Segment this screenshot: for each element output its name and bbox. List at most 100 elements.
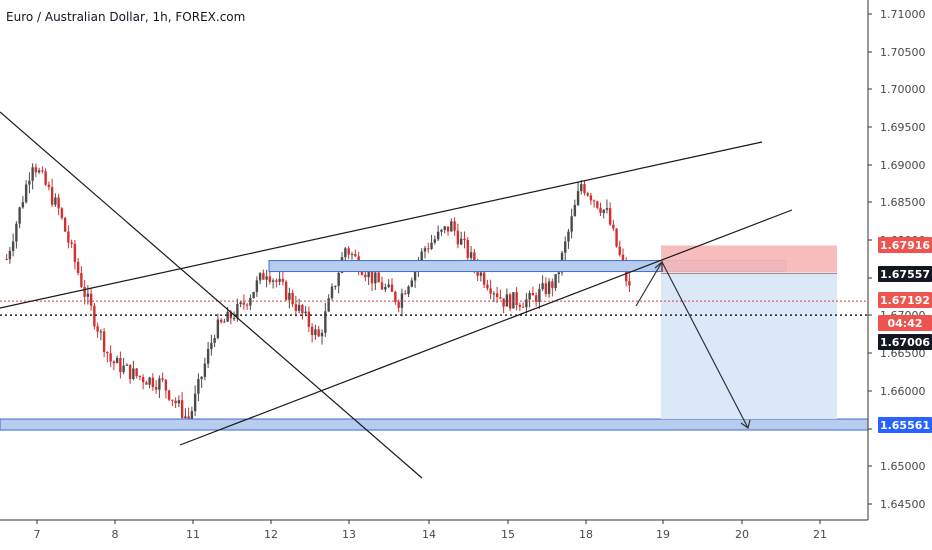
candle-body — [67, 231, 70, 243]
candle-body — [564, 241, 567, 253]
candle-body — [528, 293, 531, 300]
price-badge: 04:42 — [878, 315, 932, 331]
candle-body — [180, 400, 184, 418]
stop-loss-area[interactable] — [661, 245, 837, 273]
candle-body — [466, 239, 469, 258]
candle-body — [210, 342, 213, 350]
candle-body — [93, 305, 96, 327]
candle-body — [213, 338, 216, 343]
x-tick-label: 13 — [342, 528, 356, 541]
y-tick-label: 1.66000 — [880, 385, 926, 398]
candle-body — [239, 302, 242, 305]
candle-body — [63, 217, 67, 232]
candle-body — [410, 280, 414, 287]
drawing-tools[interactable] — [0, 111, 869, 479]
candle-body — [580, 184, 583, 192]
candle-body — [394, 291, 397, 302]
candle-body — [96, 326, 99, 332]
x-tick-label: 11 — [186, 528, 200, 541]
descending-trendline[interactable] — [0, 111, 423, 479]
take-profit-area[interactable] — [661, 273, 837, 420]
candle-body — [502, 298, 505, 307]
candle-body — [164, 379, 168, 391]
candle-body — [262, 273, 265, 280]
candlestick-series — [5, 163, 631, 430]
price-badge-bg — [878, 417, 932, 433]
candle-body — [242, 302, 246, 305]
candle-body — [364, 274, 367, 278]
candle-body — [518, 304, 522, 307]
candle-body — [337, 272, 340, 286]
candle-body — [456, 230, 460, 245]
candle-body — [330, 286, 334, 299]
candle-body — [430, 242, 433, 249]
candle-body — [327, 298, 330, 312]
upper-channel-line[interactable] — [0, 141, 763, 309]
candle-body — [387, 284, 390, 287]
candle-body — [190, 411, 194, 422]
candle-body — [370, 271, 374, 284]
candle-body — [390, 284, 394, 292]
candle-body — [219, 319, 223, 323]
candle-body — [374, 272, 377, 284]
price-badge-label: 1.67557 — [880, 268, 930, 281]
candle-body — [288, 292, 291, 300]
candle-body — [354, 254, 357, 257]
candle-body — [427, 248, 430, 250]
candle-body — [589, 195, 593, 201]
candle-body — [252, 291, 255, 299]
lower-channel-line[interactable] — [179, 209, 793, 446]
y-tick-label: 1.70500 — [880, 46, 926, 59]
arrow-head-down — [740, 419, 751, 430]
price-badge: 1.67006 — [878, 334, 932, 350]
candle-body — [122, 365, 125, 373]
candle-body — [586, 193, 589, 196]
chart-title: Euro / Australian Dollar, 1h, FOREX.com — [6, 10, 245, 24]
candle-body — [200, 376, 203, 380]
y-tick-label: 1.69500 — [880, 121, 926, 134]
candle-body — [119, 357, 122, 373]
x-tick-label: 21 — [813, 528, 827, 541]
price-badge: 1.65561 — [878, 417, 932, 433]
candle-body — [576, 191, 580, 206]
candle-body — [320, 332, 324, 337]
candle-body — [436, 231, 440, 240]
candle-body — [249, 298, 252, 306]
candle-body — [628, 281, 631, 286]
candle-body — [70, 242, 73, 244]
candle-body — [314, 329, 317, 335]
candle-body — [515, 292, 518, 305]
candle-body — [99, 331, 103, 333]
candle-body — [203, 363, 207, 377]
candle-body — [109, 353, 112, 362]
candle-body — [138, 375, 142, 377]
candle-body — [384, 286, 387, 290]
x-tick-label: 12 — [264, 528, 278, 541]
candle-body — [567, 231, 570, 242]
x-tick-label: 8 — [112, 528, 119, 541]
candle-body — [297, 305, 301, 311]
candle-body — [8, 250, 12, 260]
candle-body — [495, 293, 499, 298]
candle-body — [125, 364, 129, 366]
candle-body — [534, 295, 538, 302]
candle-body — [505, 294, 509, 307]
candle-body — [37, 170, 41, 173]
candle-body — [397, 301, 400, 308]
candle-body — [197, 379, 200, 394]
candle-body — [11, 241, 15, 251]
candle-body — [612, 224, 615, 229]
support-zone[interactable] — [0, 418, 869, 431]
candle-body — [473, 252, 476, 267]
candle-body — [83, 286, 86, 297]
candle-body — [334, 285, 337, 287]
candle-body — [54, 197, 57, 205]
candle-body — [294, 304, 298, 311]
candle-body — [377, 272, 380, 283]
candle-body — [76, 261, 80, 274]
candle-body — [18, 207, 21, 224]
candle-body — [184, 416, 187, 418]
candle-body — [50, 187, 54, 205]
candle-body — [265, 276, 268, 280]
